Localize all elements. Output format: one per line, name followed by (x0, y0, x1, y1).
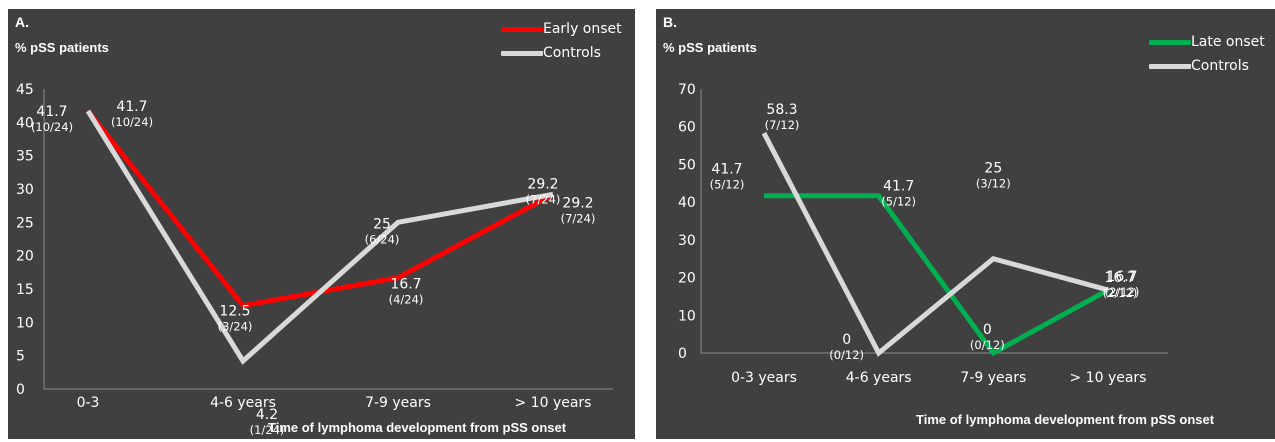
data-label: 29.2 (562, 195, 593, 211)
data-label-fraction: (4/24) (389, 293, 424, 307)
data-label-fraction: (10/24) (111, 115, 153, 129)
legend-swatch (501, 26, 543, 32)
data-label-fraction: (2/12) (1103, 286, 1138, 300)
data-label-fraction: (5/12) (881, 195, 916, 209)
data-label: 25 (984, 161, 1002, 177)
x-tick-label: > 10 years (515, 395, 592, 411)
chart-panel-b: B. % pSS patients 0 10 20 30 40 50 60 70 0-3 yea… (656, 9, 1275, 439)
data-label-fraction: (3/24) (218, 320, 253, 334)
data-label: 4.2 (256, 407, 278, 423)
data-label-fraction: (1/24) (250, 423, 285, 437)
legend: Late onset Controls (1149, 30, 1265, 78)
legend-swatch (501, 50, 543, 56)
data-label: 16.7 (1106, 269, 1137, 285)
panel-label: A. (15, 14, 29, 30)
y-tick-label: 70 (678, 82, 696, 98)
legend-item-late-onset: Late onset (1149, 30, 1265, 54)
legend-swatch (1149, 39, 1191, 45)
x-tick-label: 0-3 (77, 395, 100, 411)
y-tick-label: 45 (16, 82, 34, 98)
y-tick-label: 25 (16, 215, 34, 231)
legend: Early onset Controls (501, 17, 622, 65)
chart-panel-a: A. % pSS patients 0 5 10 15 20 25 30 35 40 45 0-3 4… (8, 9, 635, 439)
data-label-fraction: (10/24) (31, 120, 73, 134)
legend-swatch (1149, 63, 1191, 69)
data-label-fraction: (0/12) (829, 348, 864, 362)
data-label-fraction: (7/24) (561, 211, 596, 225)
y-tick-label: 60 (678, 120, 696, 136)
data-label-fraction: (5/12) (710, 178, 745, 192)
data-label: 58.3 (766, 102, 797, 118)
y-tick-label: 30 (678, 233, 696, 249)
data-label-fraction: (3/12) (976, 177, 1011, 191)
x-tick-label: 4-6 years (846, 370, 912, 386)
chart-a-plot: 0 5 10 15 20 25 30 35 40 45 0-3 4-6 years 7-9 years >… (16, 82, 613, 437)
y-axis-title: % pSS patients (663, 40, 757, 55)
data-label-fraction: (7/12) (765, 118, 800, 132)
y-tick-label: 50 (678, 157, 696, 173)
legend-label: Early onset (543, 21, 622, 37)
legend-item-early-onset: Early onset (501, 17, 622, 41)
series-line (761, 131, 1109, 357)
data-label: 41.7 (711, 162, 742, 178)
data-label: 29.2 (527, 176, 558, 192)
y-tick-label: 20 (16, 249, 34, 265)
chart-b-plot: 0 10 20 30 40 50 60 70 0-3 years 4-6 years 7-9 yea… (678, 82, 1168, 386)
data-label-fraction: (0/12) (970, 338, 1005, 352)
data-label: 25 (373, 216, 391, 232)
y-tick-label: 10 (16, 315, 34, 331)
y-tick-label: 10 (678, 308, 696, 324)
data-label: 41.7 (116, 99, 147, 115)
data-label: 41.7 (883, 179, 914, 195)
y-tick-label: 0 (678, 346, 687, 362)
y-tick-label: 30 (16, 182, 34, 198)
x-tick-label: 0-3 years (731, 370, 797, 386)
data-label: 12.5 (219, 304, 250, 320)
legend-label: Controls (1191, 58, 1249, 74)
x-axis-title: Time of lymphoma development from pSS on… (268, 420, 567, 435)
x-tick-label: 7-9 years (960, 370, 1026, 386)
y-tick-label: 40 (678, 195, 696, 211)
legend-label: Controls (543, 45, 601, 61)
x-axis-title: Time of lymphoma development from pSS on… (916, 412, 1215, 427)
series-line (85, 109, 554, 365)
legend-item-controls: Controls (1149, 54, 1265, 78)
data-label: 0 (842, 332, 851, 348)
y-axis-title: % pSS patients (15, 40, 109, 55)
data-label: 41.7 (36, 104, 67, 120)
y-tick-label: 20 (678, 271, 696, 287)
y-tick-label: 15 (16, 282, 34, 298)
x-tick-label: > 10 years (1070, 370, 1147, 386)
y-tick-label: 40 (16, 115, 34, 131)
data-label: 16.7 (1104, 270, 1135, 286)
y-tick-label: 5 (16, 349, 25, 365)
y-tick-label: 0 (16, 382, 25, 398)
series-line (764, 193, 1110, 357)
data-label-fraction: (2/12) (1105, 285, 1140, 299)
y-tick-label: 35 (16, 149, 34, 165)
x-tick-label: 4-6 years (210, 395, 276, 411)
data-label: 0 (983, 322, 992, 338)
legend-item-controls: Controls (501, 41, 622, 65)
data-label: 16.7 (390, 277, 421, 293)
panel-label: B. (663, 14, 677, 30)
data-label-fraction: (6/24) (365, 232, 400, 246)
data-label-fraction: (7/24) (526, 192, 561, 206)
legend-label: Late onset (1191, 34, 1265, 50)
x-tick-label: 7-9 years (365, 395, 431, 411)
